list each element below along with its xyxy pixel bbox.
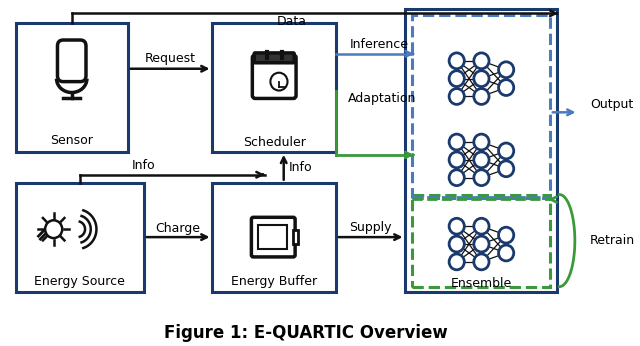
Circle shape: [499, 80, 514, 95]
Circle shape: [499, 143, 514, 159]
Text: Figure 1: E-QUARTIC Overview: Figure 1: E-QUARTIC Overview: [164, 324, 447, 342]
Circle shape: [474, 152, 489, 168]
Circle shape: [474, 53, 489, 69]
Text: Scheduler: Scheduler: [243, 136, 306, 148]
Circle shape: [449, 218, 465, 234]
Circle shape: [474, 254, 489, 270]
Bar: [258, 225, 287, 249]
FancyBboxPatch shape: [254, 53, 294, 63]
FancyBboxPatch shape: [58, 40, 86, 82]
Circle shape: [449, 152, 465, 168]
Circle shape: [449, 53, 465, 69]
FancyBboxPatch shape: [252, 55, 296, 99]
Circle shape: [474, 218, 489, 234]
Text: Inference: Inference: [349, 38, 408, 52]
FancyBboxPatch shape: [252, 217, 295, 257]
Text: Energy Buffer: Energy Buffer: [231, 275, 317, 288]
Bar: [15, 23, 128, 152]
Text: Data: Data: [276, 15, 307, 28]
Circle shape: [271, 73, 287, 91]
Circle shape: [474, 134, 489, 150]
Circle shape: [449, 89, 465, 104]
Text: Energy Source: Energy Source: [35, 275, 125, 288]
Circle shape: [474, 71, 489, 86]
Circle shape: [474, 236, 489, 252]
Circle shape: [449, 254, 465, 270]
Text: Info: Info: [132, 159, 156, 172]
Circle shape: [449, 170, 465, 185]
Text: Charge: Charge: [156, 222, 201, 235]
Text: Ensemble: Ensemble: [451, 277, 512, 290]
Bar: [412, 15, 550, 199]
Bar: [212, 183, 336, 292]
Bar: [412, 194, 550, 286]
Circle shape: [45, 220, 62, 238]
Text: Info: Info: [289, 161, 312, 174]
Circle shape: [499, 227, 514, 243]
Circle shape: [474, 170, 489, 185]
Circle shape: [449, 71, 465, 86]
Text: Output: Output: [590, 98, 633, 111]
Text: Sensor: Sensor: [51, 134, 93, 147]
Text: Adaptation: Adaptation: [348, 92, 416, 105]
Text: Supply: Supply: [349, 221, 392, 234]
Bar: [293, 230, 298, 244]
Circle shape: [499, 161, 514, 177]
Text: Retrain: Retrain: [590, 234, 635, 247]
Bar: [405, 9, 557, 292]
Circle shape: [449, 134, 465, 150]
Bar: [15, 183, 144, 292]
Text: Request: Request: [145, 52, 196, 65]
Bar: [212, 23, 336, 152]
Circle shape: [499, 62, 514, 78]
Circle shape: [499, 245, 514, 261]
Circle shape: [474, 89, 489, 104]
Circle shape: [449, 236, 465, 252]
